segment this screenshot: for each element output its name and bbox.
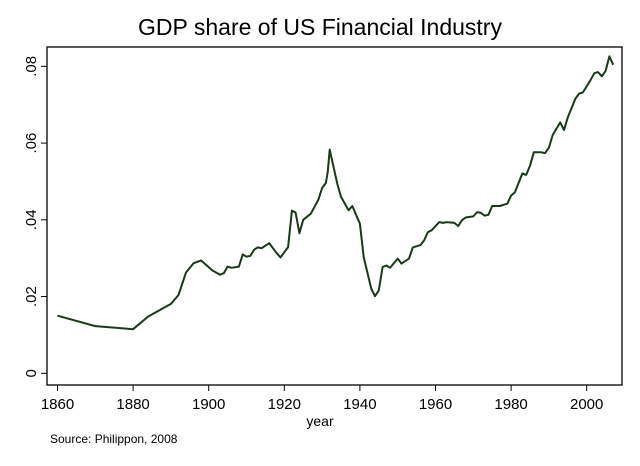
x-tick-label: 1860 [41,396,74,413]
series-line [57,55,615,331]
x-tick-label: 1900 [192,396,225,413]
x-tick-label: 1960 [419,396,452,413]
x-tick-label: 1940 [343,396,376,413]
y-tick-label: .08 [23,56,40,77]
source-note: Source: Philippon, 2008 [50,432,178,446]
x-tick-label: 1880 [116,396,149,413]
y-tick-label: 0 [23,369,40,377]
x-axis-label: year [306,413,334,429]
x-tick-label: 1920 [268,396,301,413]
y-tick-label: .06 [23,133,40,154]
y-tick-label: .04 [23,209,40,230]
y-tick-label: .02 [23,286,40,307]
plot-frame [46,46,623,386]
chart-title: GDP share of US Financial Industry [138,14,502,40]
x-tick-label: 1980 [494,396,527,413]
x-tick-label: 2000 [570,396,603,413]
